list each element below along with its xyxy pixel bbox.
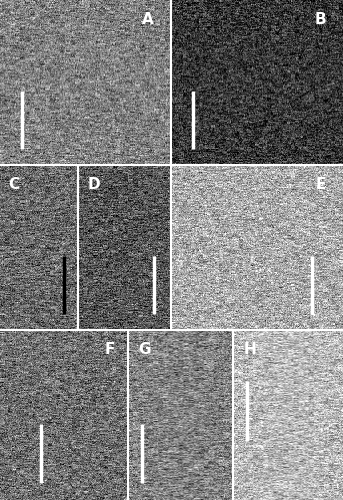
Text: B: B xyxy=(314,12,326,26)
Text: A: A xyxy=(142,12,154,26)
Text: F: F xyxy=(105,342,115,357)
Text: E: E xyxy=(316,176,326,192)
Text: C: C xyxy=(8,176,19,192)
Text: D: D xyxy=(87,176,100,192)
Text: H: H xyxy=(244,342,257,357)
Text: G: G xyxy=(139,342,151,357)
